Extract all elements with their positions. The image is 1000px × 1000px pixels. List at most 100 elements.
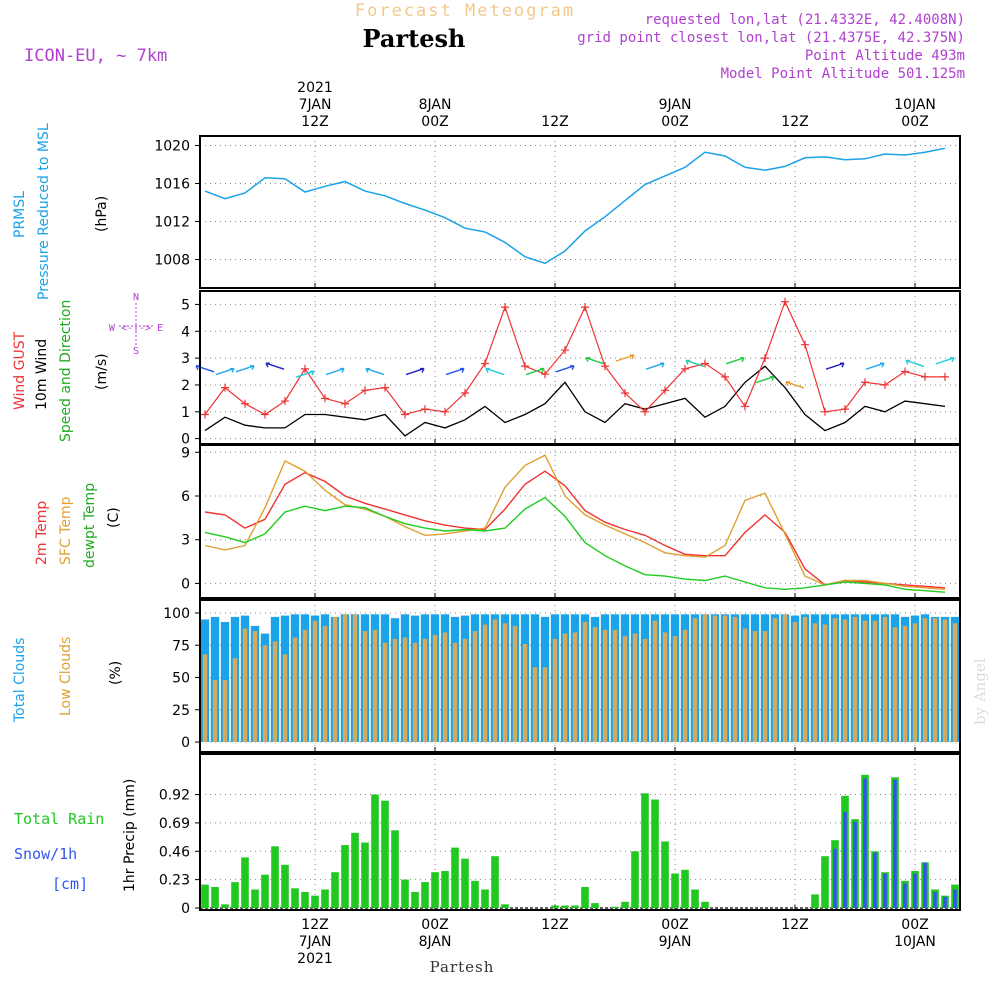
footer-location: Partesh — [430, 958, 495, 976]
low-clouds-bar — [222, 680, 228, 742]
low-clouds-bar — [532, 667, 538, 742]
low-clouds-bar — [442, 632, 448, 742]
wind-direction-arrow — [365, 367, 385, 376]
low-clouds-bar — [652, 620, 658, 742]
wind-gust-marker — [521, 362, 529, 371]
wind-direction-arrow — [235, 365, 255, 373]
prmsl-label: PRMSL — [12, 191, 28, 238]
rain-bar — [631, 851, 639, 908]
low-clouds-bar — [362, 631, 368, 742]
wind-gust-marker — [781, 297, 789, 306]
rain-bar — [501, 904, 509, 908]
total-rain-label: Total Rain — [14, 810, 104, 828]
y-tick-label: 0 — [181, 901, 190, 917]
low-clouds-bar — [612, 629, 618, 742]
rain-bar — [401, 879, 409, 908]
top-time-label: 8JAN — [419, 97, 452, 113]
top-time-label: 9JAN — [659, 97, 692, 113]
wind-gust-marker — [721, 372, 729, 381]
wind-gust-marker — [321, 394, 329, 403]
bottom-time-label: 2021 — [297, 951, 333, 967]
low-clouds-bar — [942, 619, 948, 742]
rain-bar — [261, 874, 269, 908]
rain-bar — [221, 904, 229, 908]
rain-bar — [371, 794, 379, 908]
temp-dewpt-line — [204, 496, 946, 593]
meteogram-title: Forecast Meteogram — [355, 1, 575, 21]
rain-bar — [611, 906, 619, 908]
low-clouds-bar — [482, 624, 488, 742]
low-clouds-bar — [382, 642, 388, 742]
wind-direction-arrow — [825, 362, 845, 370]
wind-gust-marker — [881, 380, 889, 389]
rain-bar — [641, 793, 649, 908]
wind-gust-marker — [841, 405, 849, 414]
snow-bar — [883, 873, 887, 908]
wind-speed-direction-label: Speed and Direction — [58, 300, 74, 442]
rain-bar — [291, 888, 299, 908]
snow-bar — [863, 778, 867, 908]
low-clouds-bar — [212, 680, 218, 742]
bottom-time-label: 12Z — [781, 917, 808, 933]
y-tick-label: 1 — [181, 405, 190, 421]
low-clouds-bar — [802, 616, 808, 742]
low-clouds-bar — [522, 644, 528, 742]
wind-direction-arrow — [325, 367, 345, 376]
y-tick-label: 0 — [181, 735, 190, 751]
y-tick-label: 1012 — [154, 215, 190, 231]
rain-bar — [571, 905, 579, 908]
wind-direction-arrow — [905, 359, 925, 368]
bottom-time-label: 9JAN — [659, 934, 692, 950]
low-clouds-bar — [352, 614, 358, 742]
snow-bar — [903, 883, 907, 908]
low-clouds-bar — [342, 614, 348, 742]
low-clouds-bar — [622, 636, 628, 742]
wind-gust-marker — [481, 359, 489, 368]
wind-direction-arrow — [865, 362, 885, 370]
wind-direction-arrow — [645, 362, 665, 370]
low-clouds-bar — [842, 619, 848, 742]
wind-gust-marker — [861, 378, 869, 387]
model-label: ICON-EU, ~ 7km — [24, 46, 167, 66]
low-clouds-bar — [682, 629, 688, 742]
compass-cross — [119, 303, 153, 345]
wind-gust-marker — [361, 386, 369, 395]
bottom-time-label: 10JAN — [894, 934, 936, 950]
low-clouds-bar — [332, 616, 338, 742]
rain-bar — [301, 892, 309, 908]
rain-bar — [391, 830, 399, 908]
low-clouds-bar — [462, 638, 468, 742]
top-time-label: 00Z — [901, 114, 928, 130]
rain-bar — [431, 872, 439, 908]
snow-bar — [913, 873, 917, 908]
low-clouds-bar — [252, 631, 258, 742]
low-clouds-bar — [422, 638, 428, 742]
wind-gust-marker — [641, 407, 649, 416]
y-tick-label: 9 — [181, 445, 190, 461]
rain-bar — [411, 892, 419, 908]
rain-bar — [561, 905, 569, 908]
y-tick-label: 50 — [172, 671, 190, 687]
hpa-unit-label: (hPa) — [94, 196, 110, 232]
wind-side-labels: Wind GUST 10m Wind Speed and Direction (… — [12, 292, 163, 442]
rain-bar — [701, 901, 709, 908]
rain-bar — [691, 889, 699, 908]
top-time-label: 00Z — [421, 114, 448, 130]
wind-gust-marker — [441, 407, 449, 416]
top-time-label: 2021 — [297, 80, 333, 96]
low-clouds-bar — [282, 654, 288, 742]
temp-2m-label: 2m Temp — [34, 501, 50, 565]
pressure-msl-label: Pressure Reduced to MSL — [36, 123, 52, 300]
low-clouds-bar — [722, 615, 728, 742]
y-tick-label: 0 — [181, 576, 190, 592]
low-clouds-bar — [812, 623, 818, 742]
wind-gust-marker — [941, 372, 949, 381]
y-tick-label: 0.46 — [159, 844, 190, 860]
temp-sfc-label: SFC Temp — [58, 496, 74, 565]
rain-bar — [581, 887, 589, 908]
wind-direction-arrow — [525, 367, 545, 376]
wind-direction-arrow — [555, 365, 575, 373]
grid-point-coords: grid point closest lon,lat (21.4375E, 42… — [577, 30, 965, 46]
low-clouds-bar — [452, 642, 458, 742]
wind-gust-line — [204, 300, 945, 416]
